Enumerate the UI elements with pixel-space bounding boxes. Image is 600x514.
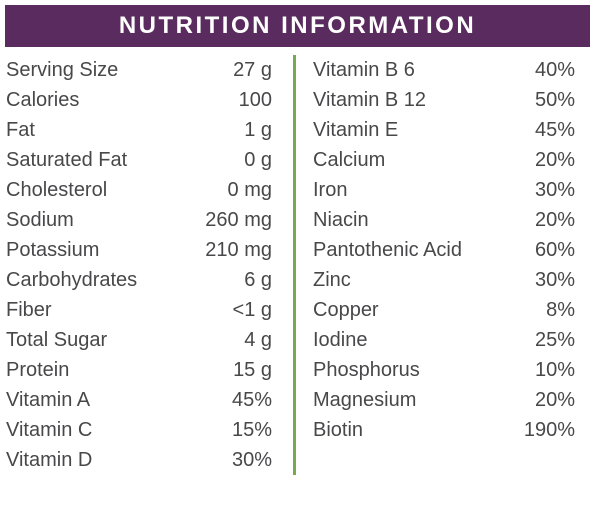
- nutrient-value: 25%: [534, 329, 575, 351]
- nutrition-row: Carbohydrates 6 g: [6, 265, 272, 295]
- nutrient-value: 30%: [534, 179, 575, 201]
- nutrient-value: 1 g: [244, 119, 272, 141]
- nutrition-header-bar: NUTRITION INFORMATION: [5, 5, 590, 47]
- nutrient-label: Serving Size: [6, 59, 119, 81]
- nutrient-value: 0 g: [244, 149, 272, 171]
- page-title: NUTRITION INFORMATION: [118, 12, 477, 39]
- nutrition-row: Protein 15 g: [6, 355, 272, 385]
- nutrition-row: Total Sugar 4 g: [6, 325, 272, 355]
- nutrient-value: <1 g: [232, 299, 272, 321]
- nutrition-row: Copper 8%: [313, 295, 575, 325]
- nutrient-label: Protein: [6, 359, 70, 381]
- nutrition-row: Vitamin D 30%: [6, 445, 272, 475]
- nutrient-value: 190%: [523, 419, 575, 441]
- nutrient-value: 100: [238, 89, 272, 111]
- column-divider: [293, 55, 296, 475]
- nutrient-value: 30%: [534, 269, 575, 291]
- nutrient-label: Fiber: [6, 299, 52, 321]
- nutrition-row: Vitamin A 45%: [6, 385, 272, 415]
- nutrition-row: Phosphorus 10%: [313, 355, 575, 385]
- nutrient-label: Biotin: [313, 419, 364, 441]
- nutrition-row: Iodine 25%: [313, 325, 575, 355]
- nutrient-value: 45%: [534, 119, 575, 141]
- nutrient-value: 260 mg: [205, 209, 272, 231]
- nutrient-value: 8%: [546, 299, 575, 321]
- nutrient-value: 20%: [534, 149, 575, 171]
- nutrition-row: Biotin 190%: [313, 415, 575, 445]
- nutrition-row: Vitamin B 6 40%: [313, 55, 575, 85]
- nutrient-label: Vitamin E: [313, 119, 399, 141]
- nutrient-value: 15%: [231, 419, 272, 441]
- nutrient-label: Vitamin B 6: [313, 59, 415, 81]
- nutrient-value: 30%: [231, 449, 272, 471]
- nutrient-label: Sodium: [6, 209, 74, 231]
- nutrient-label: Cholesterol: [6, 179, 108, 201]
- nutrition-columns: Serving Size 27 g Calories 100 Fat 1 g Saturat…: [0, 47, 600, 475]
- nutrient-label: Copper: [313, 299, 379, 321]
- nutrition-row: Cholesterol 0 mg: [6, 175, 272, 205]
- nutrient-label: Calcium: [313, 149, 386, 171]
- nutrient-value: 40%: [534, 59, 575, 81]
- nutrition-row: Fiber <1 g: [6, 295, 272, 325]
- nutrition-row: Vitamin B 12 50%: [313, 85, 575, 115]
- nutrient-label: Fat: [6, 119, 35, 141]
- nutrition-row: Saturated Fat 0 g: [6, 145, 272, 175]
- nutrition-row: Iron 30%: [313, 175, 575, 205]
- nutrient-label: Magnesium: [313, 389, 417, 411]
- nutrient-label: Zinc: [313, 269, 351, 291]
- nutrient-label: Iodine: [313, 329, 368, 351]
- nutrient-label: Calories: [6, 89, 80, 111]
- nutrition-row: Sodium 260 mg: [6, 205, 272, 235]
- nutrient-value: 6 g: [244, 269, 272, 291]
- nutrient-label: Vitamin A: [6, 389, 91, 411]
- nutrient-value: 45%: [231, 389, 272, 411]
- nutrient-value: 27 g: [233, 59, 272, 81]
- nutrition-row: Vitamin E 45%: [313, 115, 575, 145]
- nutrient-label: Carbohydrates: [6, 269, 138, 291]
- nutrition-column-left: Serving Size 27 g Calories 100 Fat 1 g Saturat…: [0, 55, 293, 475]
- nutrient-value: 15 g: [233, 359, 272, 381]
- nutrient-label: Total Sugar: [6, 329, 108, 351]
- nutrient-value: 210 mg: [205, 239, 272, 261]
- nutrient-value: 20%: [534, 389, 575, 411]
- nutrient-value: 20%: [534, 209, 575, 231]
- nutrient-value: 0 mg: [227, 179, 272, 201]
- nutrient-value: 4 g: [244, 329, 272, 351]
- nutrition-row: Calories 100: [6, 85, 272, 115]
- nutrient-label: Phosphorus: [313, 359, 420, 381]
- nutrition-row: Zinc 30%: [313, 265, 575, 295]
- nutrient-label: Saturated Fat: [6, 149, 128, 171]
- nutrient-value: 50%: [534, 89, 575, 111]
- nutrition-row: Serving Size 27 g: [6, 55, 272, 85]
- nutrient-label: Vitamin D: [6, 449, 93, 471]
- nutrient-label: Potassium: [6, 239, 100, 261]
- nutrient-label: Niacin: [313, 209, 369, 231]
- nutrient-label: Vitamin B 12: [313, 89, 427, 111]
- nutrition-row: Fat 1 g: [6, 115, 272, 145]
- nutrient-value: 60%: [534, 239, 575, 261]
- nutrient-label: Pantothenic Acid: [313, 239, 462, 261]
- nutrient-value: 10%: [534, 359, 575, 381]
- nutrition-row: Niacin 20%: [313, 205, 575, 235]
- nutrition-row: Vitamin C 15%: [6, 415, 272, 445]
- nutrition-row: Potassium 210 mg: [6, 235, 272, 265]
- nutrition-row: Magnesium 20%: [313, 385, 575, 415]
- nutrition-row: Pantothenic Acid 60%: [313, 235, 575, 265]
- nutrient-label: Vitamin C: [6, 419, 93, 441]
- nutrition-row: Calcium 20%: [313, 145, 575, 175]
- nutrition-column-right: Vitamin B 6 40% Vitamin B 12 50% Vitamin E 45…: [296, 55, 600, 475]
- nutrient-label: Iron: [313, 179, 348, 201]
